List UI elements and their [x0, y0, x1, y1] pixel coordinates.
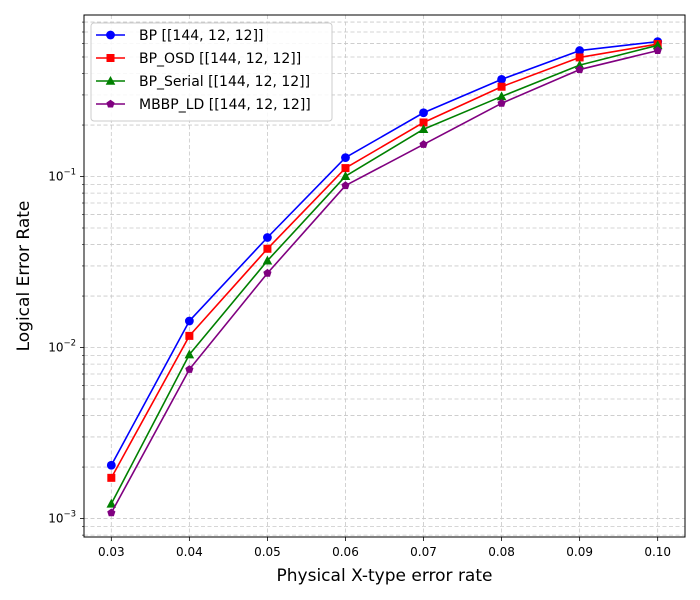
legend-item: BP_Serial [[144, 12, 12]]	[96, 74, 310, 90]
y-tick-label: 10−1	[48, 168, 76, 184]
legend-marker	[106, 54, 115, 62]
data-point	[341, 164, 350, 173]
legend-marker	[106, 99, 115, 108]
legend-label: BP [[144, 12, 12]]	[139, 28, 264, 44]
x-tick-label: 0.03	[98, 545, 125, 559]
data-point	[340, 171, 351, 180]
x-tick-label: 0.06	[332, 545, 359, 559]
data-point	[106, 498, 117, 508]
data-point	[496, 91, 507, 101]
data-point	[263, 268, 272, 277]
series-line	[110, 40, 658, 466]
data-point	[497, 99, 506, 107]
series-group	[106, 37, 663, 470]
x-tick-label: 0.05	[254, 545, 281, 559]
data-point	[262, 255, 273, 265]
data-point	[107, 473, 116, 482]
y-tick-label: 10−2	[48, 339, 76, 355]
plot-frame	[83, 14, 686, 538]
legend-item: BP [[144, 12, 12]]	[96, 28, 264, 44]
legend-item: MBBP_LD [[144, 12, 12]]	[96, 97, 311, 113]
legend-box	[90, 22, 333, 122]
legend-marker	[105, 76, 116, 85]
series-line	[110, 49, 658, 514]
data-point	[263, 233, 272, 242]
data-point	[185, 331, 194, 340]
data-point	[341, 153, 350, 163]
y-axis-label: Logical Error Rate	[14, 201, 34, 352]
x-tick-label: 0.09	[566, 545, 593, 559]
data-point	[419, 108, 428, 118]
data-point	[263, 244, 272, 253]
data-point	[106, 460, 116, 470]
legend-item: BP_OSD [[144, 12, 12]]	[96, 51, 301, 67]
data-point	[107, 508, 116, 517]
data-point	[653, 46, 662, 55]
series-group	[106, 40, 663, 508]
data-point	[419, 140, 428, 148]
x-tick-label: 0.04	[176, 545, 203, 559]
data-point	[185, 365, 194, 373]
data-point	[575, 65, 584, 74]
data-point	[419, 118, 428, 127]
data-point	[575, 53, 584, 62]
series-line	[110, 43, 658, 479]
legend-marker	[106, 30, 115, 40]
legend-label: MBBP_LD [[144, 12, 12]]	[139, 97, 311, 113]
y-tick-label: 10−3	[48, 510, 76, 526]
data-point	[341, 181, 350, 190]
x-tick-label: 0.07	[410, 545, 437, 559]
data-point	[574, 60, 585, 69]
series-layer	[106, 37, 663, 517]
series-line	[110, 44, 658, 505]
data-point	[184, 349, 195, 359]
x-axis-label: Physical X-type error rate	[277, 566, 493, 586]
data-point	[575, 46, 585, 55]
data-point	[418, 124, 429, 134]
grid	[84, 15, 685, 537]
y-axis: 10−3 10−2 10−1	[48, 21, 84, 536]
legend-label: BP_Serial [[144, 12, 12]]	[139, 74, 310, 90]
data-point	[497, 74, 506, 84]
x-tick-label: 0.08	[488, 545, 515, 559]
legend: BP [[144, 12, 12]] BP_OSD [[144, 12, 12]]…	[90, 22, 333, 122]
series-group	[107, 46, 662, 517]
x-tick-label: 0.10	[644, 545, 671, 559]
x-axis: 0.03 0.04 0.05 0.06 0.07 0.08 0.09 0.10	[98, 537, 671, 559]
data-point	[184, 316, 194, 326]
data-point	[497, 82, 506, 91]
data-point	[652, 40, 663, 50]
legend-label: BP_OSD [[144, 12, 12]]	[139, 51, 301, 67]
